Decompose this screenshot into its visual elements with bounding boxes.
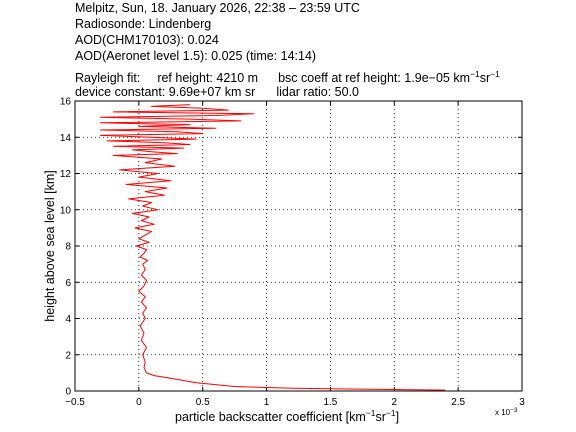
title-line-aod-aeronet: AOD(Aeronet level 1.5): 0.025 (time: 14:…: [75, 49, 317, 63]
x-tick-label: 2: [392, 397, 398, 408]
x-tick-label: 1.5: [323, 397, 337, 408]
y-tick-label: 8: [65, 242, 71, 253]
y-tick-label: 10: [60, 205, 72, 216]
ref-height: ref height: 4210 m: [157, 71, 259, 85]
device-constant: device constant: 9.69e+07 km sr: [75, 85, 256, 99]
x-tick-label: 1: [264, 397, 270, 408]
axis-ticks: [74, 100, 523, 392]
y-tick-label: 2: [65, 350, 71, 361]
y-axis-label: height above sea level [km]: [43, 170, 57, 322]
title-line-rayleigh: Rayleigh fit: ref height: 4210 m bsc coeff…: [75, 66, 500, 86]
grid-lines: [75, 101, 522, 391]
x-axis-multiplier: x 10−3: [495, 407, 518, 417]
title-line-location-date: Melpitz, Sun, 18. January 2026, 22:38 – …: [75, 1, 360, 15]
series-group: [100, 104, 446, 391]
rayleigh-label: Rayleigh fit:: [75, 71, 141, 85]
lidar-ratio: lidar ratio: 50.0: [276, 85, 359, 99]
title-line-aod-chm: AOD(CHM170103): 0.024: [75, 33, 219, 47]
x-tick-label: −0.5: [65, 397, 85, 408]
y-tick-label: 4: [65, 314, 71, 325]
x-axis-label: particle backscatter coefficient [km−1sr…: [175, 408, 400, 424]
x-tick-label: 0: [136, 397, 142, 408]
y-tick-label: 16: [60, 97, 72, 108]
title-line-radiosonde: Radiosonde: Lindenberg: [75, 17, 212, 31]
x-tick-label: 0.5: [196, 397, 210, 408]
y-tick-label: 6: [65, 278, 71, 289]
bsc-coeff: bsc coeff at ref height: 1.9e−05 km−1sr−…: [278, 69, 500, 85]
y-tick-label: 12: [60, 169, 72, 180]
y-tick-label: 14: [60, 133, 72, 144]
y-tick-label: 0: [65, 387, 71, 398]
x-tick-label: 2.5: [451, 397, 465, 408]
plot-frame: [74, 100, 523, 392]
title-line-device: device constant: 9.69e+07 km sr lidar rat…: [75, 84, 359, 100]
x-tick-label: 3: [519, 397, 525, 408]
series-line-0: [100, 104, 446, 391]
